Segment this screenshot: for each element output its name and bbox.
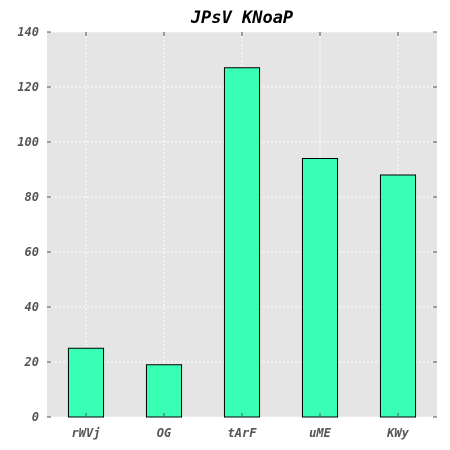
bars	[67, 67, 417, 418]
chart-title: JPsV KNoaP	[190, 8, 294, 28]
y-tick-label: 80	[25, 190, 39, 204]
y-tick-label: 0	[32, 410, 39, 424]
x-tick-label: rWVj	[72, 426, 101, 440]
x-tick-label: tArF	[228, 426, 258, 440]
y-tick-label: 60	[25, 245, 39, 259]
y-tick-label: 40	[25, 300, 39, 314]
bar-tArF	[223, 67, 261, 418]
y-tick-label: 120	[17, 80, 39, 94]
y-tick-label: 20	[24, 355, 39, 369]
x-tick-label: uME	[309, 426, 331, 440]
bar-OG	[145, 364, 183, 418]
bar-uME	[301, 158, 339, 418]
bar-rWVj	[67, 347, 105, 418]
y-tick-label: 100	[17, 135, 39, 149]
y-tick-label: 140	[17, 25, 39, 39]
y-axis: 0 20 40 60 80 100 120 140	[17, 25, 437, 424]
x-tick-label: KWy	[386, 426, 409, 440]
x-axis: rWVj OG tArF uME KWy	[72, 32, 410, 440]
bar-KWy	[379, 174, 417, 418]
x-tick-label: OG	[157, 426, 171, 440]
